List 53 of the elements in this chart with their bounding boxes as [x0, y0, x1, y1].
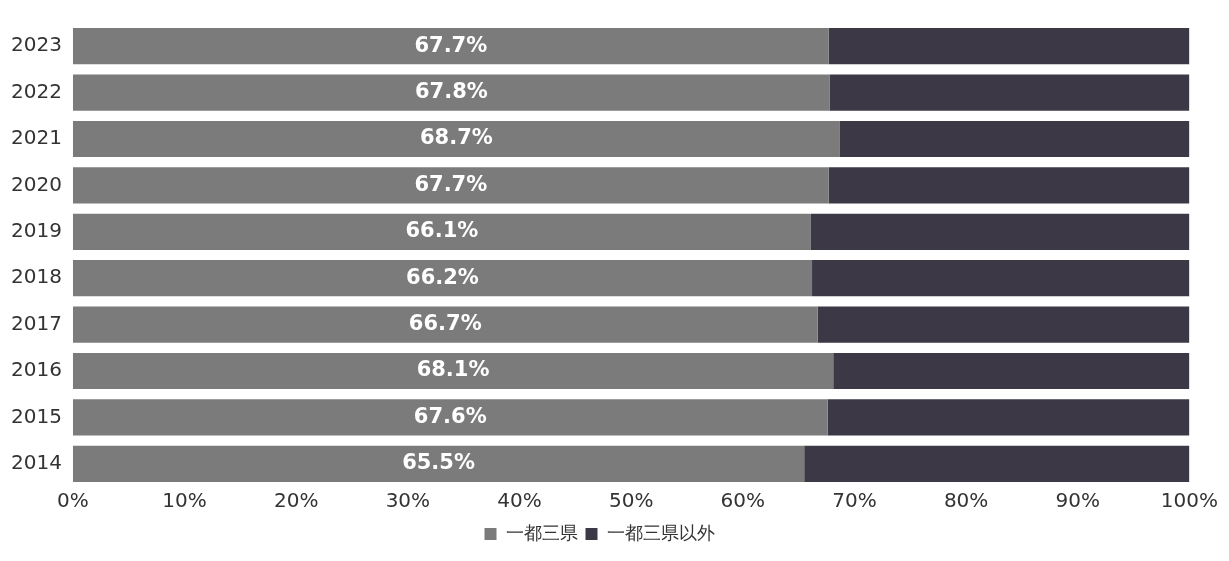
bar [810, 213, 1190, 250]
bar [804, 445, 1190, 482]
legend-label: 一都三県 [505, 521, 578, 543]
y-tick-label: 2017 [10, 310, 62, 335]
data-label: 65.5% [402, 450, 475, 475]
x-tick-label: 60% [720, 488, 766, 513]
bar [812, 260, 1190, 297]
data-label: 68.7% [419, 125, 493, 150]
y-tick-label: 2020 [10, 171, 62, 196]
data-label: 67.7% [414, 171, 488, 196]
bar [72, 120, 840, 158]
bar [828, 167, 1190, 204]
x-tick-label: 50% [608, 488, 654, 513]
bar [72, 213, 811, 250]
y-tick-label: 2019 [10, 218, 62, 242]
bar [827, 399, 1190, 436]
bar [828, 28, 1190, 65]
bar [72, 306, 818, 343]
data-label: 66.7% [408, 311, 482, 336]
bar [72, 167, 829, 204]
bar [833, 352, 1190, 390]
x-tick-label: 70% [832, 488, 877, 513]
bar [817, 306, 1190, 343]
bar [72, 260, 813, 297]
x-tick-label: 20% [273, 488, 319, 513]
x-tick-label: 0% [57, 488, 89, 513]
x-tick-label: 10% [162, 488, 207, 513]
x-tick-label: 90% [1055, 488, 1100, 513]
data-label: 67.6% [413, 403, 487, 428]
data-label: 66.2% [406, 264, 479, 289]
legend-label: 一都三県以外 [606, 521, 715, 543]
bar [72, 445, 805, 482]
y-tick-label: 2015 [10, 403, 62, 428]
y-tick-label: 2023 [10, 32, 62, 57]
bar [72, 28, 829, 65]
bar [72, 74, 830, 111]
y-tick-label: 2014 [10, 450, 62, 474]
data-label: 67.8% [414, 79, 488, 104]
data-label: 68.1% [416, 357, 490, 382]
y-tick-label: 2022 [10, 78, 62, 103]
data-label: 67.7% [414, 32, 488, 57]
y-tick-label: 2021 [10, 125, 62, 150]
x-tick-label: 40% [497, 488, 542, 513]
y-tick-label: 2018 [10, 264, 62, 289]
bar [72, 399, 828, 436]
bar [72, 352, 834, 390]
x-tick-label: 80% [943, 488, 989, 513]
data-label: 66.1% [405, 218, 479, 243]
bar [829, 74, 1190, 111]
x-tick-label: 30% [385, 488, 431, 513]
y-tick-label: 2016 [10, 357, 62, 382]
bar [839, 120, 1190, 158]
x-tick-label: 100% [1160, 488, 1218, 513]
